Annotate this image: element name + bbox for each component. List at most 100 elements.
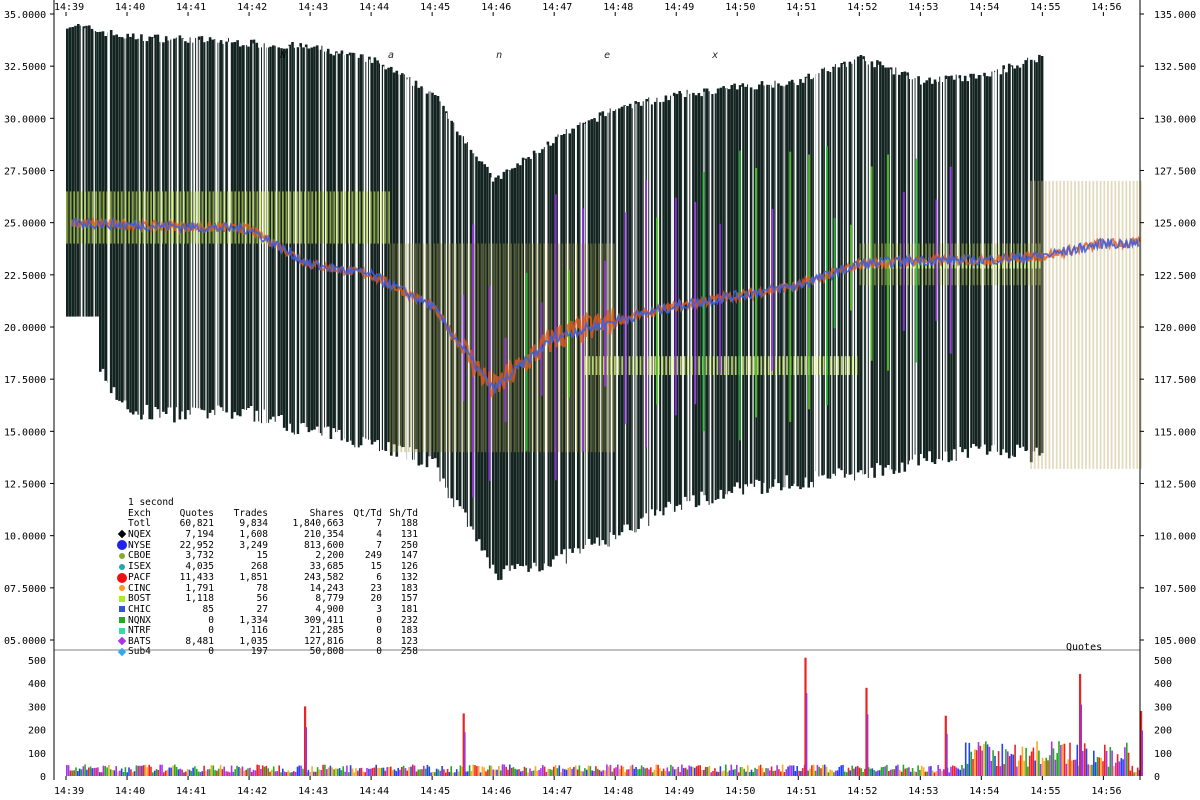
stats-cell-shares: 4,900 <box>315 603 344 615</box>
x-tick-label-top: 14:54 <box>969 2 999 13</box>
stats-cell-qttd: 249 <box>364 550 382 562</box>
spread-gap <box>994 72 996 621</box>
quote-bar <box>428 766 431 776</box>
spread-column <box>104 36 107 381</box>
quote-bar <box>648 769 650 776</box>
quote-bar <box>430 772 432 776</box>
spread-gap <box>1032 59 1034 620</box>
spread-column <box>747 84 748 487</box>
stats-cell-shtd: 258 <box>400 646 418 658</box>
quote-bar <box>388 767 390 776</box>
quote-bar <box>816 764 819 776</box>
quote-bar <box>379 768 381 776</box>
quote-bar <box>911 768 914 776</box>
quote-bar <box>613 768 615 776</box>
quote-bar <box>622 766 625 776</box>
exchange-marker-icon <box>119 595 125 602</box>
spread-column <box>68 27 72 317</box>
quote-bar <box>996 766 998 776</box>
quote-bar <box>289 772 291 776</box>
quote-bar <box>109 769 112 776</box>
quote-volume-bars <box>66 657 1143 776</box>
quote-bar <box>485 771 487 776</box>
quote-bar <box>99 772 101 776</box>
quote-bar <box>318 769 321 776</box>
quote-bar <box>851 765 853 776</box>
quote-band <box>477 243 480 453</box>
quote-bar <box>1136 767 1139 776</box>
quote-band <box>833 356 836 375</box>
quote-bar <box>236 765 238 776</box>
quote-band <box>502 243 505 453</box>
quote-bar <box>686 769 689 776</box>
quote-bar <box>778 769 780 776</box>
quote-bar <box>410 766 412 776</box>
quote-bar <box>620 765 623 776</box>
stats-cell-qttd: 0 <box>376 646 382 658</box>
quote-band <box>712 356 715 375</box>
quote-bar <box>781 764 784 776</box>
quote-band <box>1121 180 1124 469</box>
x-tick-label-top: 14:44 <box>359 2 389 13</box>
quote-bar <box>930 766 932 776</box>
y-right-tick-label: 112.500 <box>1154 480 1196 491</box>
quote-bar <box>556 768 559 776</box>
quote-band <box>448 243 450 453</box>
stats-cell-trades: 268 <box>250 561 268 573</box>
quote-bar <box>950 766 952 776</box>
stats-cell-shtd: 183 <box>400 625 418 637</box>
exchange-marker-icon <box>119 627 125 634</box>
quote-band <box>665 356 667 375</box>
quote-bar <box>172 765 174 776</box>
spread-gap <box>205 40 207 620</box>
quote-bar <box>265 765 268 776</box>
quote-band <box>822 356 825 375</box>
quote-band <box>583 243 586 453</box>
quote-bar <box>155 769 158 776</box>
quote-band <box>646 356 649 375</box>
quote-band <box>837 356 840 375</box>
quote-bar <box>714 768 716 776</box>
quote-bar <box>587 765 590 776</box>
vol-y-left-tick-label: 400 <box>28 679 46 690</box>
quote-bar <box>750 769 753 776</box>
exchange-marker-icon <box>117 540 127 551</box>
quote-bar <box>346 765 348 776</box>
quote-bar <box>547 768 550 776</box>
stats-cell-quotes: 0 <box>208 646 214 658</box>
stats-cell-trades: 1,608 <box>239 528 268 540</box>
quote-band <box>1052 180 1054 469</box>
quote-bar <box>741 766 744 776</box>
stats-row: NQNX 0 1,334 309,411 0 232 <box>116 615 418 627</box>
quote-bar <box>811 765 813 776</box>
spread-gap <box>228 41 230 621</box>
y-right-tick-label: 115.000 <box>1154 427 1196 438</box>
quote-bar <box>445 772 447 776</box>
quote-band <box>318 191 321 244</box>
quote-bar <box>662 768 665 776</box>
stats-cell-trades: 27 <box>256 603 268 615</box>
spread-column <box>920 84 923 454</box>
quote-bar <box>543 766 546 776</box>
quote-bar <box>466 771 469 776</box>
quote-bar <box>1072 759 1075 776</box>
spread-column <box>895 67 897 471</box>
quote-band <box>535 243 538 453</box>
quote-bar <box>454 772 456 776</box>
spread-gap <box>356 56 358 620</box>
stats-row: Totl 60,821 9,834 1,840,663 7 188 <box>116 519 418 530</box>
stats-cell-trades: 3,249 <box>239 539 268 551</box>
spread-column <box>464 143 467 513</box>
quote-bar <box>391 770 394 776</box>
quote-bar <box>655 764 658 776</box>
quote-bar <box>595 766 597 776</box>
stats-cell-trades: 15 <box>256 550 268 562</box>
quote-bar <box>1010 753 1013 776</box>
quote-band <box>954 260 957 269</box>
quote-bar <box>986 744 989 776</box>
quote-band <box>588 356 591 375</box>
quote-bar <box>697 765 700 776</box>
quote-bar <box>366 768 368 776</box>
exchange-marker-icon <box>117 572 127 583</box>
quote-band <box>91 191 94 244</box>
